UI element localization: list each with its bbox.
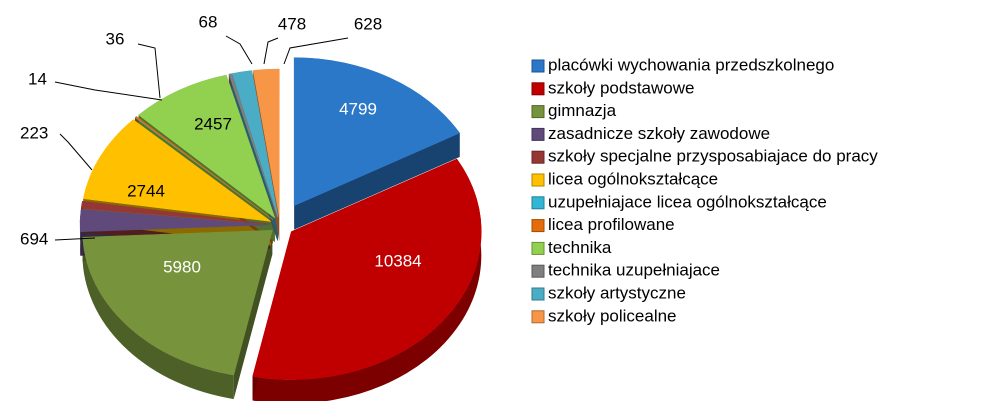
data-label: 2457	[194, 114, 232, 133]
legend-swatch	[531, 287, 545, 301]
data-label: 694	[20, 229, 48, 248]
leader-line	[283, 37, 349, 65]
data-label: 223	[20, 123, 48, 142]
slice	[82, 119, 272, 222]
leader-line	[225, 35, 253, 65]
legend-swatch	[531, 82, 545, 96]
legend-label: zasadnicze szkoły zawodowe	[548, 124, 770, 143]
slice	[80, 200, 271, 225]
leader-line	[263, 37, 279, 65]
slice	[79, 208, 271, 233]
slice	[252, 158, 482, 380]
slice	[138, 74, 276, 219]
legend-label: technika uzupełniajace	[548, 261, 720, 280]
leader-line	[54, 237, 96, 241]
legend-label: placówki wychowania przedszkolnego	[548, 55, 834, 74]
legend-swatch	[531, 105, 545, 119]
data-label: 10384	[374, 251, 421, 270]
legend-swatch	[531, 59, 545, 73]
slice	[293, 57, 461, 207]
data-label: 2744	[127, 181, 165, 200]
legend-swatch	[531, 219, 545, 233]
legend-label: szkoły specjalne przysposabiajace do pra…	[548, 147, 878, 166]
leader-line	[54, 81, 163, 101]
leader-line	[59, 133, 93, 171]
leader-line	[137, 43, 161, 99]
slice	[228, 73, 278, 218]
slice-side	[82, 237, 234, 400]
legend-swatch	[531, 150, 545, 164]
slice	[82, 229, 273, 376]
legend-swatch	[531, 264, 545, 278]
slice	[134, 116, 273, 220]
pie-tops	[79, 57, 482, 380]
slice	[252, 68, 280, 218]
legend-label: technika	[548, 238, 612, 257]
data-labels: 4799 10384 5980 694 223 2744 14 36 2457 68 478 628	[20, 12, 422, 276]
data-label: 4799	[339, 99, 377, 118]
legend-label: licea profilowane	[548, 215, 675, 234]
slice-side	[252, 158, 482, 401]
legend-label: szkoły podstawowe	[548, 78, 694, 97]
legend-label: licea ogólnokształcące	[548, 169, 718, 188]
data-label: 68	[199, 12, 218, 31]
data-label: 478	[278, 14, 306, 33]
legend-swatch	[531, 241, 545, 255]
legend-label: gimnazja	[548, 101, 617, 120]
slice	[231, 70, 279, 218]
legend-label: uzupełniajace licea ogólnokształcące	[548, 192, 827, 211]
legend-swatch	[531, 173, 545, 187]
legend-swatch	[531, 127, 545, 141]
data-label: 5980	[163, 257, 201, 276]
data-label: 628	[354, 14, 382, 33]
legend-swatch	[531, 310, 545, 324]
legend: placówki wychowania przedszkolnego szkoły…	[531, 55, 878, 325]
data-label: 14	[28, 69, 47, 88]
data-label: 36	[106, 29, 125, 48]
legend-label: szkoły artystyczne	[548, 283, 686, 302]
slice-wall	[294, 57, 460, 230]
legend-swatch	[531, 196, 545, 210]
legend-label: szkoły policealne	[548, 306, 677, 325]
